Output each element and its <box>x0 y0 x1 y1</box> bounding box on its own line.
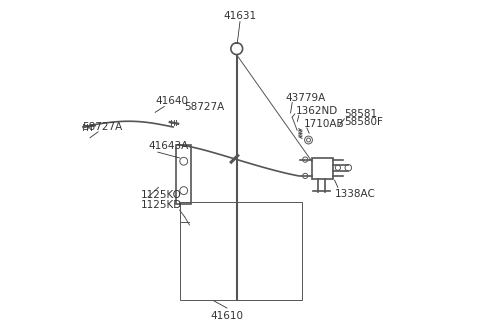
Text: 1338AC: 1338AC <box>335 189 375 199</box>
Text: 1125KD: 1125KD <box>141 200 182 210</box>
Text: 58727A: 58727A <box>82 122 122 132</box>
Text: 1710AB: 1710AB <box>304 119 344 129</box>
Text: 58580F: 58580F <box>344 117 383 127</box>
Bar <box>312 158 333 179</box>
Text: 58581: 58581 <box>344 109 377 119</box>
Bar <box>180 202 302 300</box>
Text: 58727A: 58727A <box>184 102 225 112</box>
Text: 41631: 41631 <box>223 11 257 21</box>
Text: 43779A: 43779A <box>286 92 326 103</box>
Text: 1362ND: 1362ND <box>296 106 338 115</box>
Text: 41640: 41640 <box>155 96 188 106</box>
Text: 41610: 41610 <box>210 311 243 321</box>
Text: 1125KO: 1125KO <box>141 190 181 200</box>
Bar <box>176 145 191 204</box>
Text: 41643A: 41643A <box>149 141 189 151</box>
